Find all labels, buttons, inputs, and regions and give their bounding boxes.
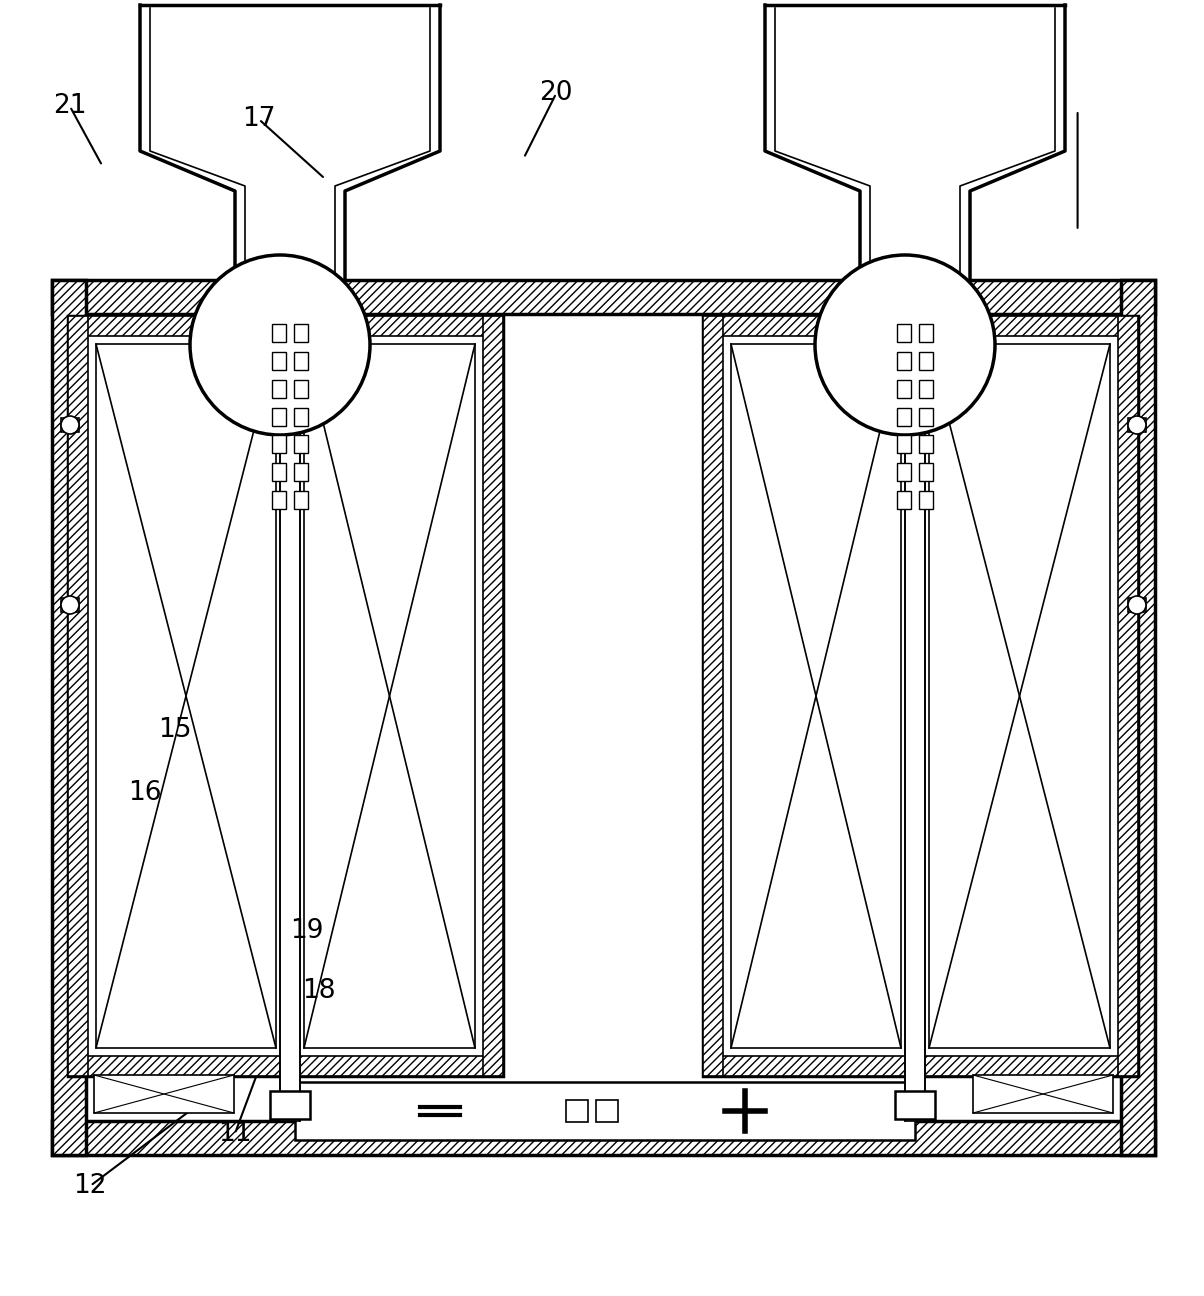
Bar <box>303 343 476 1048</box>
Bar <box>295 1082 915 1140</box>
Text: 19: 19 <box>290 918 324 943</box>
Bar <box>61 597 79 612</box>
Bar <box>67 316 503 336</box>
Bar <box>897 380 911 398</box>
Bar <box>272 463 287 481</box>
Bar <box>294 463 308 481</box>
Bar <box>897 351 911 369</box>
Bar <box>270 1091 309 1118</box>
Bar <box>294 380 308 398</box>
Text: 18: 18 <box>302 978 336 1004</box>
Bar <box>52 280 1155 314</box>
Bar <box>703 1056 1138 1076</box>
Bar <box>897 435 911 454</box>
Bar <box>897 407 911 425</box>
Bar <box>281 280 300 1121</box>
Bar <box>1128 419 1146 432</box>
Bar <box>973 1074 1112 1113</box>
Bar <box>272 435 287 454</box>
Bar <box>272 491 287 509</box>
Text: 12: 12 <box>73 1173 107 1199</box>
Circle shape <box>61 416 79 434</box>
Bar <box>272 324 287 342</box>
Bar <box>703 316 1138 1076</box>
Bar <box>1121 280 1155 1155</box>
Circle shape <box>1128 596 1146 614</box>
Bar <box>566 1100 588 1122</box>
Bar <box>52 1121 1155 1155</box>
Bar <box>294 407 308 425</box>
Bar <box>596 1100 618 1122</box>
Bar <box>919 491 933 509</box>
Circle shape <box>1128 416 1146 434</box>
Bar <box>67 1056 503 1076</box>
Circle shape <box>190 255 370 435</box>
Bar <box>919 380 933 398</box>
Bar <box>897 324 911 342</box>
Bar <box>919 463 933 481</box>
Bar <box>94 1074 234 1113</box>
Bar <box>722 336 1119 1056</box>
Text: 21: 21 <box>53 93 87 119</box>
Bar <box>294 351 308 369</box>
Bar <box>294 491 308 509</box>
Bar <box>895 1091 936 1118</box>
Bar <box>897 491 911 509</box>
Bar <box>875 273 955 324</box>
Bar <box>929 343 1110 1048</box>
Text: 17: 17 <box>242 106 276 132</box>
Bar <box>1119 316 1138 1076</box>
Circle shape <box>61 596 79 614</box>
Circle shape <box>815 255 995 435</box>
Bar <box>483 316 503 1076</box>
Bar <box>272 407 287 425</box>
Bar <box>294 324 308 342</box>
Bar <box>919 324 933 342</box>
Bar <box>1128 597 1146 612</box>
Bar <box>905 280 925 1121</box>
Bar <box>61 419 79 432</box>
Text: 15: 15 <box>158 717 191 743</box>
Bar <box>703 316 1138 336</box>
Bar <box>731 343 901 1048</box>
Bar <box>67 316 88 1076</box>
Bar <box>67 316 503 1076</box>
Bar <box>52 280 85 1155</box>
Bar <box>85 314 1121 1121</box>
Bar <box>919 407 933 425</box>
Bar <box>272 380 287 398</box>
Bar <box>703 316 722 1076</box>
Text: 11: 11 <box>218 1121 252 1147</box>
Bar <box>96 343 276 1048</box>
Bar <box>250 273 330 324</box>
Text: 16: 16 <box>128 780 161 806</box>
Bar <box>294 435 308 454</box>
Bar <box>919 435 933 454</box>
Bar <box>919 351 933 369</box>
Bar <box>272 351 287 369</box>
Text: 20: 20 <box>539 80 573 106</box>
Bar <box>88 336 483 1056</box>
Bar <box>897 463 911 481</box>
